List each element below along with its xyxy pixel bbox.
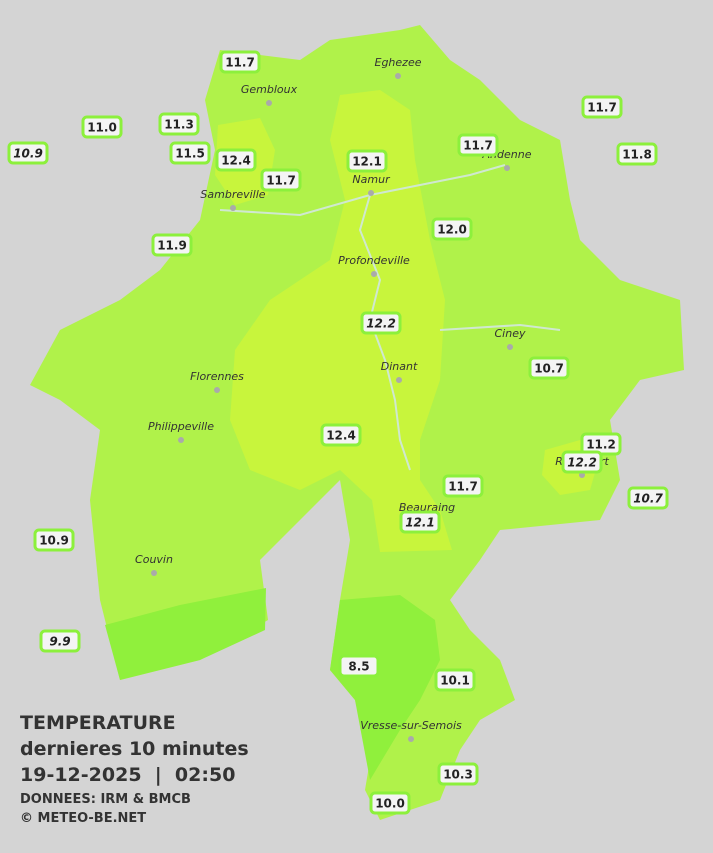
station-value: 11.5 <box>175 147 205 161</box>
station-box <box>338 654 380 678</box>
station-box <box>346 149 388 173</box>
station-value: 12.2 <box>366 317 396 331</box>
station-box <box>627 486 669 510</box>
station-value: 12.1 <box>405 516 435 530</box>
city-dot <box>151 570 157 576</box>
station-value: 11.7 <box>225 56 255 70</box>
river <box>219 164 561 471</box>
station-value: 10.0 <box>375 797 405 811</box>
city-name: Dinant <box>381 360 418 373</box>
station-box <box>528 356 570 380</box>
station-box <box>81 115 123 139</box>
city-dot <box>230 205 236 211</box>
legend-datetime: 19-12-2025 | 02:50 <box>20 764 236 786</box>
city-dot <box>178 437 184 443</box>
city-dot <box>396 377 402 383</box>
station-value: 12.4 <box>326 429 356 443</box>
station-box <box>561 450 603 474</box>
city-name: Couvin <box>135 553 173 566</box>
station-value: 12.0 <box>437 223 467 237</box>
city-dot <box>214 387 220 393</box>
station-box <box>151 233 193 257</box>
city-name: Gembloux <box>241 83 298 96</box>
station-value: 10.7 <box>534 362 564 376</box>
station-value: 8.5 <box>348 660 369 674</box>
station-value: 11.7 <box>587 101 617 115</box>
station-value: 12.2 <box>567 456 597 470</box>
city-dot <box>266 100 272 106</box>
legend-credit: © METEO-BE.NET <box>20 811 147 826</box>
station-box <box>260 168 302 192</box>
legend-source: DONNEES: IRM & BMCB <box>20 792 191 807</box>
station-box <box>158 112 200 136</box>
station-box <box>7 141 49 165</box>
cool-zone <box>330 595 440 780</box>
city-name: Florennes <box>190 370 244 383</box>
station-value: 10.9 <box>13 147 43 161</box>
city-dot <box>408 736 414 742</box>
city-dot <box>368 190 374 196</box>
city-name: Vresse-sur-Semois <box>360 719 462 732</box>
station-box <box>581 95 623 119</box>
city-name: Philippeville <box>148 420 214 433</box>
station-box <box>215 148 257 172</box>
station-box <box>434 668 476 692</box>
warm-zone <box>230 90 452 552</box>
legend-title: TEMPERATURE <box>20 712 176 734</box>
station-value: 11.7 <box>463 139 493 153</box>
city-name: Sambreville <box>200 188 265 201</box>
station-value: 11.9 <box>157 239 187 253</box>
city-name: Profondeville <box>338 254 410 267</box>
station-value: 11.0 <box>87 121 117 135</box>
legend-subtitle: dernieres 10 minutes <box>20 738 249 760</box>
city-dot <box>395 73 401 79</box>
station-value: 9.9 <box>49 635 70 649</box>
station-box <box>399 510 441 534</box>
cool-zone <box>105 588 266 680</box>
station-box <box>616 142 658 166</box>
station-box <box>169 141 211 165</box>
station-value: 11.8 <box>622 148 652 162</box>
city-dot <box>371 271 377 277</box>
station-box <box>39 629 81 653</box>
station-value: 12.4 <box>221 154 251 168</box>
city-dot <box>504 165 510 171</box>
station-value: 12.1 <box>352 155 382 169</box>
station-value: 10.3 <box>443 768 473 782</box>
city-name: Ciney <box>495 327 526 340</box>
station-box <box>437 762 479 786</box>
city-name: Eghezee <box>375 56 422 69</box>
station-box <box>369 791 411 815</box>
station-box <box>442 474 484 498</box>
city-dot <box>507 344 513 350</box>
station-value: 10.7 <box>633 492 663 506</box>
station-box <box>33 528 75 552</box>
station-value: 11.3 <box>164 118 194 132</box>
station-value: 11.7 <box>448 480 478 494</box>
station-box <box>431 217 473 241</box>
station-box <box>219 50 261 74</box>
station-value: 10.9 <box>39 534 69 548</box>
station-box <box>457 133 499 157</box>
station-box <box>360 311 402 335</box>
station-box <box>320 423 362 447</box>
station-value: 11.7 <box>266 174 296 188</box>
station-value: 11.2 <box>586 438 616 452</box>
station-value: 10.1 <box>440 674 470 688</box>
city-name: Namur <box>352 173 391 186</box>
